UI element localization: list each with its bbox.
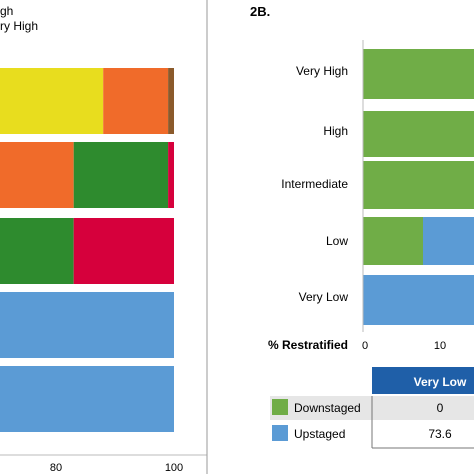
right-chart: 2B. Very High High Intermediate Low Very Low… [250, 4, 474, 449]
table-value-upstaged: 73.6 [428, 427, 452, 441]
panel-label-2b: 2B. [250, 4, 270, 19]
left-bar-row4-seg2 [0, 292, 174, 358]
legend-text-very-high: ry High [0, 19, 38, 33]
right-category-labels: Very High High Intermediate Low Very Low [281, 64, 348, 304]
legend-text-high: gh [0, 4, 13, 18]
legend-swatch-downstaged [272, 399, 288, 415]
category-label-1: High [323, 124, 348, 138]
left-x-tick-100: 100 [165, 462, 183, 474]
right-bar-3-seg1 [423, 217, 474, 265]
right-bars [363, 49, 474, 325]
table-header-text: Very Low [414, 375, 467, 389]
right-bar-1-seg0 [363, 111, 474, 157]
left-bar-row2-seg2 [0, 142, 74, 208]
left-bar-row2-seg4 [168, 142, 174, 208]
left-bar-row5-seg1 [0, 366, 174, 432]
left-bar-row3-seg1 [0, 218, 74, 284]
right-bar-4-seg0 [363, 275, 474, 325]
table-row-label-upstaged: Upstaged [294, 427, 345, 441]
left-x-tick-80: 80 [50, 462, 62, 474]
category-label-0: Very High [296, 64, 348, 78]
left-bars [0, 68, 174, 432]
restratified-table: Very Low Downstaged 0 Upstaged 73.6 [270, 367, 474, 449]
table-header-cell [372, 367, 474, 394]
category-label-2: Intermediate [281, 177, 348, 191]
right-bar-3-seg0 [363, 217, 423, 265]
left-bar-row3-seg2 [73, 218, 174, 284]
legend-swatch-upstaged [272, 425, 288, 441]
left-bar-row2-seg3 [73, 142, 169, 208]
right-x-tick-10: 10 [434, 340, 446, 352]
left-bar-row1-seg4 [168, 68, 174, 134]
table-value-downstaged: 0 [437, 401, 444, 415]
left-legend: gh ry High [0, 4, 38, 33]
table-row-label-downstaged: Downstaged [294, 401, 361, 415]
category-label-4: Very Low [299, 290, 349, 304]
category-label-3: Low [326, 234, 348, 248]
left-bar-row1-seg2 [0, 68, 104, 134]
right-bar-0-seg0 [363, 49, 474, 99]
x-axis-title: % Restratified [268, 338, 348, 352]
right-x-tick-0: 0 [362, 340, 368, 352]
right-bar-2-seg0 [363, 161, 474, 209]
left-bar-row1-seg3 [103, 68, 169, 134]
left-chart: gh ry High 80 100 [0, 0, 208, 474]
